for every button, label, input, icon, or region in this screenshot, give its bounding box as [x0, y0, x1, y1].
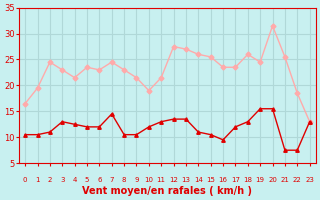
X-axis label: Vent moyen/en rafales ( km/h ): Vent moyen/en rafales ( km/h )	[82, 186, 252, 196]
